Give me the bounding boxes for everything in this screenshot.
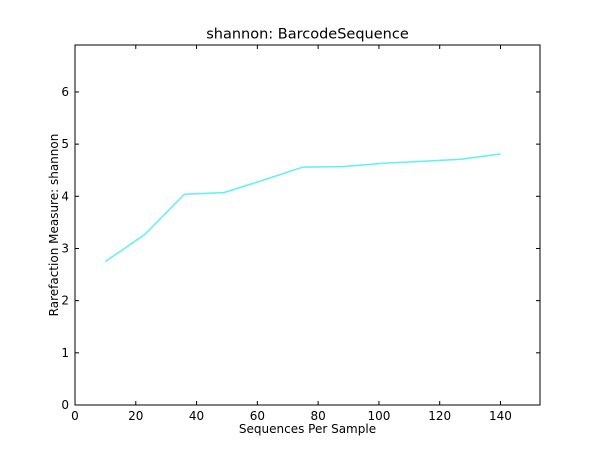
x-axis-label: Sequences Per Sample xyxy=(239,422,376,436)
x-axis-ticks: 0 20 40 60 80 100 120 140 xyxy=(71,45,512,423)
x-tick-label: 80 xyxy=(310,409,325,423)
x-tick-label: 140 xyxy=(489,409,512,423)
series-layer xyxy=(104,153,501,263)
x-tick-label: 120 xyxy=(428,409,451,423)
chart-title: shannon: BarcodeSequence xyxy=(206,27,409,43)
x-tick-label: 60 xyxy=(250,409,265,423)
y-tick-label: 5 xyxy=(61,137,69,151)
y-axis-ticks: 0 1 2 3 4 5 6 xyxy=(61,85,540,412)
y-tick-label: 2 xyxy=(61,294,69,308)
y-tick-label: 6 xyxy=(61,85,69,99)
y-tick-label: 4 xyxy=(61,189,69,203)
series-line xyxy=(104,153,501,263)
y-tick-label: 1 xyxy=(61,346,69,360)
x-tick-label: 100 xyxy=(367,409,390,423)
x-tick-label: 0 xyxy=(71,409,79,423)
plot-frame xyxy=(74,44,541,406)
x-tick-label: 20 xyxy=(128,409,143,423)
y-axis-label: Rarefaction Measure: shannon xyxy=(47,134,61,317)
y-tick-label: 0 xyxy=(61,398,69,412)
x-tick-label: 40 xyxy=(189,409,204,423)
y-tick-label: 3 xyxy=(61,241,69,255)
